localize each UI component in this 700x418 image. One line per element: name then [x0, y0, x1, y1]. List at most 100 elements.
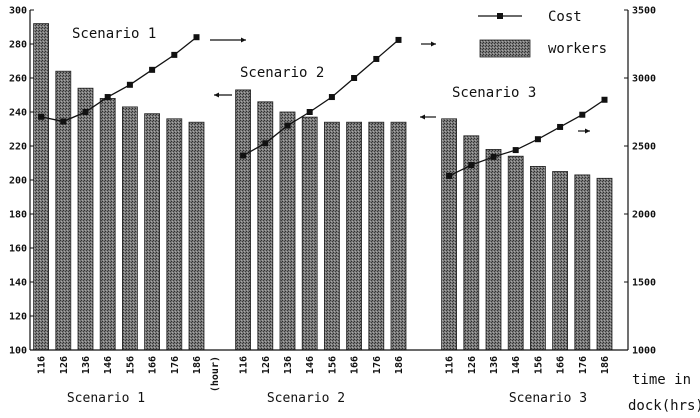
workers-bar [122, 106, 138, 351]
labels-layer: 100 120 140 160 180 200 220 240 260 280 300 1000 150… [9, 6, 700, 415]
right-tick-label: 3000 [632, 74, 656, 85]
right-tick-label: 3500 [632, 6, 656, 17]
bars-layer [33, 23, 613, 351]
right-tick-label: 2000 [632, 210, 656, 221]
x-tick-label: 126 [261, 356, 272, 374]
right-tick-label: 1500 [632, 278, 656, 289]
scenario-annotation: Scenario 3 [452, 85, 536, 101]
scenario-annotation: Scenario 2 [240, 65, 324, 81]
x-tick-label: 116 [239, 356, 250, 374]
workers-bar [507, 155, 524, 351]
workers-bar [441, 118, 458, 351]
cost-lines-layer [38, 34, 608, 179]
x-tick-label: 136 [283, 356, 294, 374]
cost-marker [262, 140, 269, 147]
cost-marker [373, 55, 380, 62]
axes-layer [29, 9, 629, 351]
workers-bar [279, 111, 296, 351]
cost-marker [579, 111, 586, 118]
x-tick-label: 166 [556, 356, 567, 374]
workers-bar [144, 113, 161, 351]
workers-bar [33, 23, 49, 351]
x-tick-label: 186 [192, 356, 203, 374]
workers-bar [596, 177, 613, 351]
x-tick-label: 186 [394, 356, 405, 374]
left-tick-label: 140 [9, 278, 27, 289]
cost-marker [395, 36, 402, 43]
left-tick-label: 220 [9, 142, 27, 153]
x-tick-label: 146 [305, 356, 316, 374]
arrow-head [585, 128, 590, 134]
cost-line [448, 99, 605, 177]
cost-marker [446, 172, 453, 179]
cost-marker [149, 66, 156, 73]
x-tick-label: 126 [467, 356, 478, 374]
cost-marker [306, 109, 313, 115]
x-tick-hour-label: (hour) [210, 356, 221, 392]
x-axis-label-line2: dock(hrs) [628, 398, 700, 413]
cost-marker [512, 147, 519, 154]
group-label: Scenario 2 [267, 391, 345, 406]
workers-bar [574, 174, 591, 351]
x-tick-label: 156 [125, 356, 136, 374]
right-tick-label: 2500 [632, 142, 656, 153]
workers-bar [55, 70, 72, 351]
x-tick-label: 176 [170, 356, 181, 374]
x-tick-label: 186 [600, 356, 611, 374]
workers-bar [323, 121, 340, 351]
cost-marker [490, 153, 497, 160]
workers-bar [530, 165, 546, 351]
arrow-head [420, 114, 425, 120]
cost-marker [557, 123, 564, 130]
cost-marker [240, 152, 247, 159]
workers-bar [188, 121, 205, 351]
x-tick-label: 116 [445, 356, 456, 374]
x-tick-label: 146 [511, 356, 522, 374]
left-tick-label: 120 [9, 312, 27, 323]
cost-marker [38, 113, 45, 120]
cost-marker [328, 94, 335, 101]
workers-bar [99, 98, 116, 351]
workers-bar [390, 121, 407, 351]
x-tick-label: 156 [327, 356, 338, 374]
cost-marker [171, 51, 178, 58]
arrow-head [214, 92, 219, 98]
x-tick-label: 166 [350, 356, 361, 374]
workers-bar [301, 116, 318, 351]
cost-line [242, 39, 399, 157]
scenario-annotation: Scenario 1 [72, 26, 156, 42]
workers-bar [77, 87, 94, 351]
arrow-head [241, 37, 246, 43]
left-tick-label: 200 [9, 176, 27, 187]
cost-marker [60, 118, 67, 125]
cost-marker [351, 75, 358, 81]
left-tick-label: 180 [9, 210, 27, 221]
x-axis-label-line1: time in [632, 372, 691, 388]
arrow-head [431, 41, 436, 47]
left-tick-label: 100 [9, 346, 27, 357]
x-tick-label: 126 [59, 356, 70, 374]
legend-workers-swatch [479, 39, 531, 58]
x-tick-label: 136 [489, 356, 500, 374]
group-label: Scenario 3 [509, 391, 587, 406]
group-label: Scenario 1 [67, 391, 145, 406]
workers-bar [552, 171, 568, 351]
legend: Cost workers [478, 9, 607, 58]
cost-marker [126, 81, 133, 88]
cost-marker [468, 162, 475, 169]
workers-bar [346, 121, 363, 351]
x-tick-label: 166 [148, 356, 159, 374]
cost-marker [82, 109, 89, 115]
workers-bar [368, 121, 385, 351]
left-tick-label: 260 [9, 74, 27, 85]
x-tick-label: 156 [533, 356, 544, 374]
legend-cost-label: Cost [548, 9, 582, 25]
workers-bar [235, 89, 252, 351]
x-tick-label: 176 [578, 356, 589, 374]
x-tick-label: 116 [37, 356, 48, 374]
workers-bar [485, 148, 502, 351]
left-tick-label: 240 [9, 108, 27, 119]
cost-line [40, 36, 197, 123]
